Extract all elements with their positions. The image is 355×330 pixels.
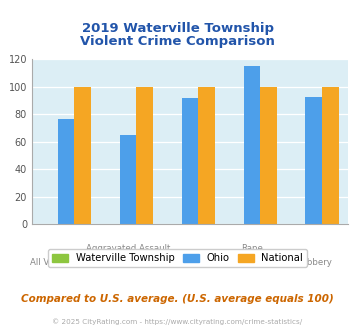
Bar (244, 66, 260, 224)
Text: All Violent Crime: All Violent Crime (30, 258, 102, 267)
Bar (198, 87, 215, 224)
Bar (322, 87, 339, 224)
Bar (136, 87, 153, 224)
Bar (181, 98, 198, 224)
Text: Aggravated Assault: Aggravated Assault (86, 244, 170, 253)
Legend: Waterville Township, Ohio, National: Waterville Township, Ohio, National (48, 249, 307, 267)
Bar (75, 87, 91, 224)
Bar (58, 118, 75, 224)
Text: Violent Crime Comparison: Violent Crime Comparison (80, 35, 275, 48)
Text: Murder & Mans...: Murder & Mans... (153, 258, 227, 267)
Bar (120, 135, 136, 224)
Text: © 2025 CityRating.com - https://www.cityrating.com/crime-statistics/: © 2025 CityRating.com - https://www.city… (53, 318, 302, 325)
Bar (305, 96, 322, 224)
Text: Compared to U.S. average. (U.S. average equals 100): Compared to U.S. average. (U.S. average … (21, 294, 334, 304)
Text: 2019 Waterville Township: 2019 Waterville Township (82, 22, 273, 35)
Text: Rape: Rape (241, 244, 263, 253)
Text: Robbery: Robbery (296, 258, 332, 267)
Bar (260, 87, 277, 224)
